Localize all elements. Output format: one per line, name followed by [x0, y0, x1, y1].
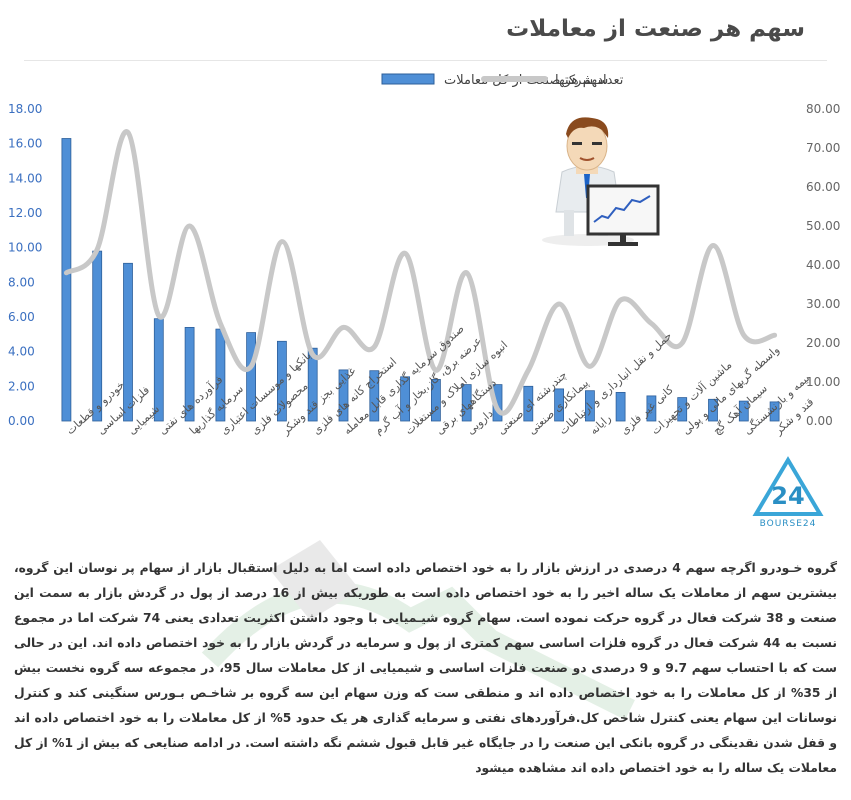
bar — [307, 347, 318, 422]
left-axis-tick: 12.00 — [8, 206, 42, 220]
bar — [585, 390, 595, 422]
right-axis-tick: 10.00 — [806, 375, 840, 389]
bar — [123, 262, 133, 422]
bar — [708, 398, 718, 422]
left-axis: 0.00 2.00 4.00 6.00 8.00 10.00 12.00 14.00 16.00… — [8, 102, 42, 428]
bar — [246, 332, 257, 422]
industry-share-chart: سهم هر صنعت از کل معاملات تعداد شرکتها 0… — [8, 73, 840, 438]
left-axis-tick: 8.00 — [8, 275, 35, 289]
brand-name: BOURSE24 — [760, 519, 817, 529]
title-divider — [24, 60, 827, 61]
bar — [61, 138, 72, 422]
bar — [338, 369, 349, 422]
bar-series — [61, 138, 780, 422]
bar — [184, 326, 195, 422]
legend-label-line: تعداد شرکتها — [555, 73, 624, 88]
right-axis-tick: 50.00 — [806, 219, 840, 233]
right-axis-tick: 70.00 — [806, 141, 840, 155]
bar — [276, 340, 287, 422]
right-axis-tick: 60.00 — [806, 180, 840, 194]
right-axis-tick: 30.00 — [806, 297, 840, 311]
left-axis-tick: 14.00 — [8, 171, 42, 185]
left-axis-tick: 18.00 — [8, 102, 42, 116]
company-count-line — [63, 129, 778, 416]
right-axis: 0.00 10.00 20.00 30.00 40.00 50.00 60.00 70.00 8… — [806, 102, 840, 428]
bourse24-logo: 24 BOURSE24 — [752, 456, 824, 529]
bar — [769, 401, 780, 422]
page-title: سهم هر صنعت از معاملات — [506, 16, 805, 42]
bar — [738, 400, 749, 422]
bar — [400, 376, 411, 422]
bar — [646, 395, 657, 422]
bar — [615, 391, 626, 422]
line-series — [63, 129, 778, 416]
bar — [554, 388, 564, 422]
analysis-paragraph: گروه خـودرو اگرچه سهم 4 درصدی در ارزش با… — [14, 561, 838, 775]
left-axis-tick: 6.00 — [8, 310, 35, 324]
left-axis-tick: 4.00 — [8, 345, 35, 359]
legend-swatch-bars — [381, 73, 435, 85]
left-axis-tick: 10.00 — [8, 241, 42, 255]
right-axis-tick: 0.00 — [806, 414, 833, 428]
left-axis-tick: 0.00 — [8, 414, 35, 428]
bar — [430, 378, 441, 422]
businessman-chart-illustration — [542, 117, 660, 246]
right-axis-tick: 40.00 — [806, 258, 840, 272]
bar — [677, 397, 688, 422]
bar — [369, 370, 380, 422]
bar — [461, 384, 472, 422]
right-axis-tick: 80.00 — [806, 102, 840, 116]
chart-legend: سهم هر صنعت از کل معاملات تعداد شرکتها — [381, 73, 624, 88]
left-axis-tick: 16.00 — [8, 137, 42, 151]
svg-text:24: 24 — [771, 482, 804, 510]
right-axis-tick: 20.00 — [806, 336, 840, 350]
bar — [523, 385, 534, 422]
left-axis-tick: 2.00 — [8, 379, 35, 393]
